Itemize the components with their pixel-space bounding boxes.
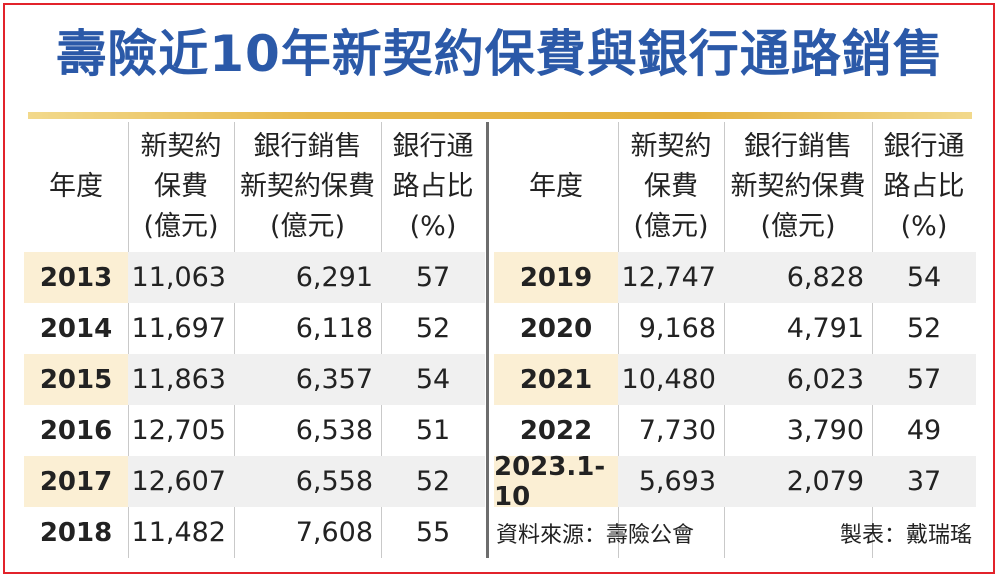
row-premium: 12,747 [618,252,724,303]
row-year: 2020 [519,313,593,344]
source-note: 資料來源：壽險公會 [496,522,695,548]
table-row: 2018 11,482 7,608 55 [24,507,485,558]
header-premium: 新契約 保費 (億元) [630,131,712,242]
row-year: 2013 [24,252,128,303]
row-bank-share: 55 [415,517,451,548]
row-year: 2019 [494,252,618,303]
row-bank-share: 52 [381,456,485,507]
footnote-row: 資料來源：壽險公會 製表：戴瑞瑤 [494,507,976,558]
row-bank-premium: 7,608 [295,517,373,548]
row-premium: 11,482 [131,517,226,548]
header-premium: 新契約 保費 (億元) [140,131,222,242]
table-row: 2017 12,607 6,558 52 [24,456,485,507]
row-bank-share: 52 [415,313,451,344]
page-title: 壽險近10年新契約保費與銀行通路銷售 [56,25,944,83]
table-right: 年度 新契約 保費 (億元) 銀行銷售 新契約保費 (億元) 銀行通 路占比 (… [494,122,976,558]
table-divider [486,122,489,558]
row-bank-share: 54 [872,252,976,303]
row-year: 2023.1-10 [494,452,618,512]
row-bank-premium: 6,538 [295,415,373,446]
row-year: 2021 [494,354,618,405]
row-bank-premium: 4,791 [786,313,864,344]
row-premium: 9,168 [638,313,716,344]
row-bank-premium: 6,357 [234,354,381,405]
row-bank-premium: 6,291 [234,252,381,303]
header-year: 年度 [529,171,583,202]
header-bank-share: 銀行通 路占比 (%) [392,131,474,242]
row-year: 2017 [24,456,128,507]
table-row: 2013 11,063 6,291 57 [24,252,485,303]
table-row: 2021 10,480 6,023 57 [494,354,976,405]
header-bank-premium: 銀行銷售 新契約保費 (億元) [730,131,866,242]
row-bank-premium: 2,079 [724,456,872,507]
row-bank-premium: 3,790 [786,415,864,446]
row-premium: 12,607 [128,456,234,507]
header-bank-premium: 銀行銷售 新契約保費 (億元) [240,131,375,242]
row-bank-share: 49 [906,415,942,446]
row-year: 2018 [39,517,113,548]
table-row: 2014 11,697 6,118 52 [24,303,485,354]
row-bank-share: 37 [872,456,976,507]
row-premium: 11,063 [128,252,234,303]
header-year: 年度 [49,171,103,202]
row-bank-share: 57 [872,354,976,405]
author-note: 製表：戴瑞瑤 [839,522,972,548]
table-row: 2020 9,168 4,791 52 [494,303,976,354]
row-bank-premium: 6,023 [724,354,872,405]
row-premium: 7,730 [638,415,716,446]
row-premium: 11,697 [131,313,226,344]
table-row: 2022 7,730 3,790 49 [494,405,976,456]
row-bank-share: 57 [381,252,485,303]
row-bank-share: 51 [415,415,451,446]
row-year: 2016 [39,415,113,446]
table-row: 2019 12,747 6,828 54 [494,252,976,303]
row-bank-premium: 6,558 [234,456,381,507]
row-year: 2015 [24,354,128,405]
row-bank-share: 54 [381,354,485,405]
header-bank-share: 銀行通 路占比 (%) [883,131,965,242]
row-premium: 11,863 [128,354,234,405]
table-row: 2015 11,863 6,357 54 [24,354,485,405]
row-premium: 12,705 [131,415,226,446]
row-year: 2014 [39,313,113,344]
row-bank-premium: 6,118 [295,313,373,344]
table-header: 年度 新契約 保費 (億元) 銀行銷售 新契約保費 (億元) 銀行通 路占比 (… [494,122,976,252]
row-premium: 5,693 [618,456,724,507]
row-bank-share: 52 [906,313,942,344]
row-year: 2022 [519,415,593,446]
table-row: 2016 12,705 6,538 51 [24,405,485,456]
table-header: 年度 新契約 保費 (億元) 銀行銷售 新契約保費 (億元) 銀行通 路占比 (… [24,122,485,252]
table-left: 年度 新契約 保費 (億元) 銀行銷售 新契約保費 (億元) 銀行通 路占比 (… [24,122,485,558]
title-rule [28,112,972,119]
row-bank-premium: 6,828 [724,252,872,303]
table-row: 2023.1-10 5,693 2,079 37 [494,452,976,512]
row-premium: 10,480 [618,354,724,405]
